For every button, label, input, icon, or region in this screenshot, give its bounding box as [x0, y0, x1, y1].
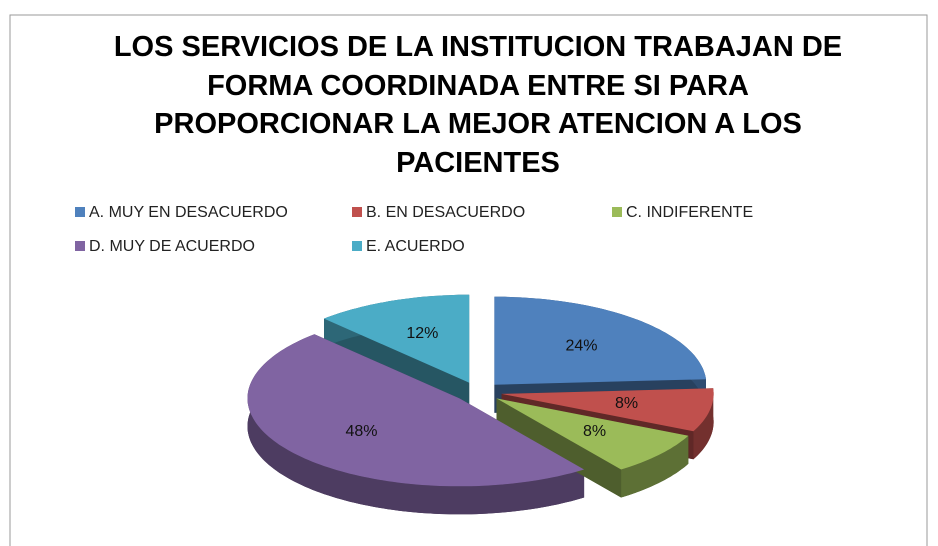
data-label: 48% [345, 423, 377, 440]
pie-slice [324, 294, 470, 383]
legend-label: A. MUY EN DESACUERDO [89, 204, 288, 221]
pie-slice [496, 398, 689, 470]
legend-swatch [352, 241, 362, 251]
legend-swatch [352, 207, 362, 217]
slice-side [693, 388, 714, 460]
slice-side [247, 334, 585, 515]
legend-swatch [75, 207, 85, 217]
legend-swatch [75, 241, 85, 251]
legend-label: E. ACUERDO [366, 238, 465, 255]
pie-slice [247, 334, 585, 487]
data-label: 24% [565, 337, 597, 354]
chart-title: LOS SERVICIOS DE LA INSTITUCION TRABAJAN… [113, 31, 843, 179]
legend-label: B. EN DESACUERDO [366, 204, 525, 221]
legend-label: C. INDIFERENTE [626, 204, 753, 221]
data-label: 8% [615, 395, 638, 412]
pie-slice [501, 388, 714, 432]
pie-slice [494, 296, 706, 385]
legend-swatch [612, 207, 622, 217]
data-label: 12% [406, 325, 438, 342]
slice-side [621, 435, 689, 498]
legend-label: D. MUY DE ACUERDO [89, 238, 255, 255]
slice-wall [496, 398, 622, 498]
data-label: 8% [583, 423, 606, 440]
